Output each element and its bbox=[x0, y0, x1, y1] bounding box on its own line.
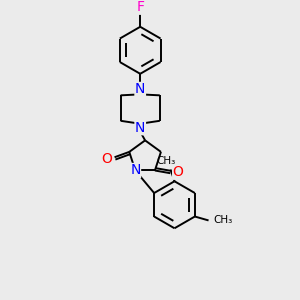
Text: CH₃: CH₃ bbox=[213, 215, 233, 225]
Text: N: N bbox=[130, 164, 140, 178]
Text: O: O bbox=[173, 165, 184, 179]
Text: N: N bbox=[135, 121, 146, 135]
Text: N: N bbox=[135, 82, 146, 97]
Text: F: F bbox=[136, 0, 144, 14]
Text: CH₃: CH₃ bbox=[156, 156, 175, 166]
Text: O: O bbox=[101, 152, 112, 166]
